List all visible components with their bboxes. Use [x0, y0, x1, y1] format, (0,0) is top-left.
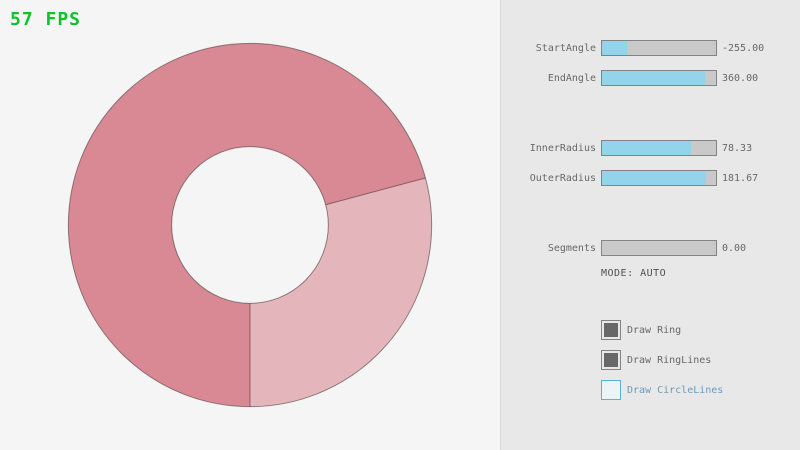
- start-angle-value: -255.00: [722, 43, 765, 54]
- draw-circlelines-label: Draw CircleLines: [627, 384, 724, 396]
- draw-circlelines-checkmark: [604, 383, 618, 397]
- draw-ring-checkmark: [604, 323, 618, 337]
- draw-ringlines-checkbox[interactable]: [601, 350, 621, 370]
- inner-radius-slider-fill: [602, 141, 692, 155]
- start-angle-slider-fill: [602, 41, 627, 55]
- inner-radius-value: 78.33: [722, 143, 753, 154]
- segments-slider[interactable]: [601, 240, 717, 256]
- ring-start-angle-line: [325, 177, 426, 206]
- outer-radius-slider[interactable]: [601, 170, 717, 186]
- end-angle-slider[interactable]: [601, 70, 717, 86]
- draw-circlelines-checkbox[interactable]: [601, 380, 621, 400]
- draw-ringlines-checkmark: [604, 353, 618, 367]
- draw-ring-checkbox[interactable]: [601, 320, 621, 340]
- draw-ring-label: Draw Ring: [627, 324, 682, 336]
- slider-row-outer-radius: OuterRadius 181.67: [501, 170, 800, 186]
- checkbox-row-draw-ring: Draw Ring: [601, 320, 681, 340]
- outer-radius-value: 181.67: [722, 173, 759, 184]
- segments-value: 0.00: [722, 243, 747, 254]
- fps-counter: 57 FPS: [10, 9, 82, 30]
- draw-ringlines-label: Draw RingLines: [627, 354, 712, 366]
- segments-label: Segments: [547, 243, 596, 254]
- outer-radius-label: OuterRadius: [529, 173, 596, 184]
- checkbox-row-draw-ringlines: Draw RingLines: [601, 350, 711, 370]
- inner-radius-slider[interactable]: [601, 140, 717, 156]
- ring-outer-outline: [67, 42, 433, 408]
- ring-inner-outline: [171, 146, 329, 304]
- ring-figure: [67, 42, 433, 408]
- mode-label: MODE: AUTO: [601, 268, 667, 279]
- start-angle-slider[interactable]: [601, 40, 717, 56]
- end-angle-label: EndAngle: [547, 73, 596, 84]
- slider-row-start-angle: StartAngle -255.00: [501, 40, 800, 56]
- end-angle-value: 360.00: [722, 73, 759, 84]
- inner-radius-label: InnerRadius: [529, 143, 596, 154]
- ring-single-sector: [250, 177, 432, 407]
- slider-row-segments: Segments 0.00: [501, 240, 800, 256]
- end-angle-slider-fill: [602, 71, 705, 85]
- controls-panel: StartAngle -255.00 EndAngle 360.00 Inner…: [500, 0, 800, 450]
- slider-row-end-angle: EndAngle 360.00: [501, 70, 800, 86]
- slider-row-inner-radius: InnerRadius 78.33: [501, 140, 800, 156]
- checkbox-row-draw-circlelines: Draw CircleLines: [601, 380, 723, 400]
- start-angle-label: StartAngle: [535, 43, 596, 54]
- outer-radius-slider-fill: [602, 171, 706, 185]
